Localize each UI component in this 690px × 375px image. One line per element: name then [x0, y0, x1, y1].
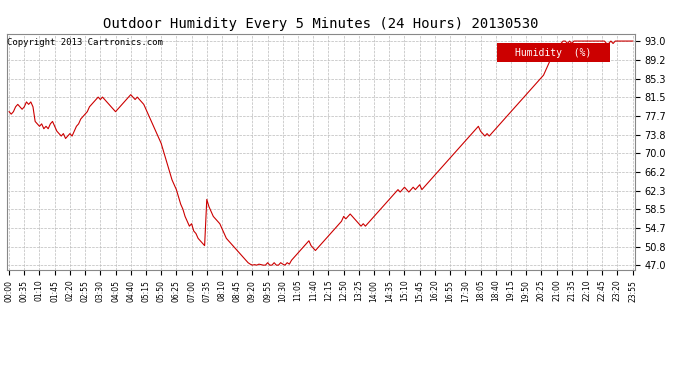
Title: Outdoor Humidity Every 5 Minutes (24 Hours) 20130530: Outdoor Humidity Every 5 Minutes (24 Hou…: [103, 17, 539, 31]
Text: Copyright 2013 Cartronics.com: Copyright 2013 Cartronics.com: [7, 38, 163, 47]
